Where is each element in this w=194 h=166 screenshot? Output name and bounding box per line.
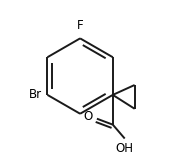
Text: O: O xyxy=(84,110,93,123)
Text: OH: OH xyxy=(116,142,134,156)
Text: Br: Br xyxy=(29,88,42,101)
Text: F: F xyxy=(77,19,83,32)
